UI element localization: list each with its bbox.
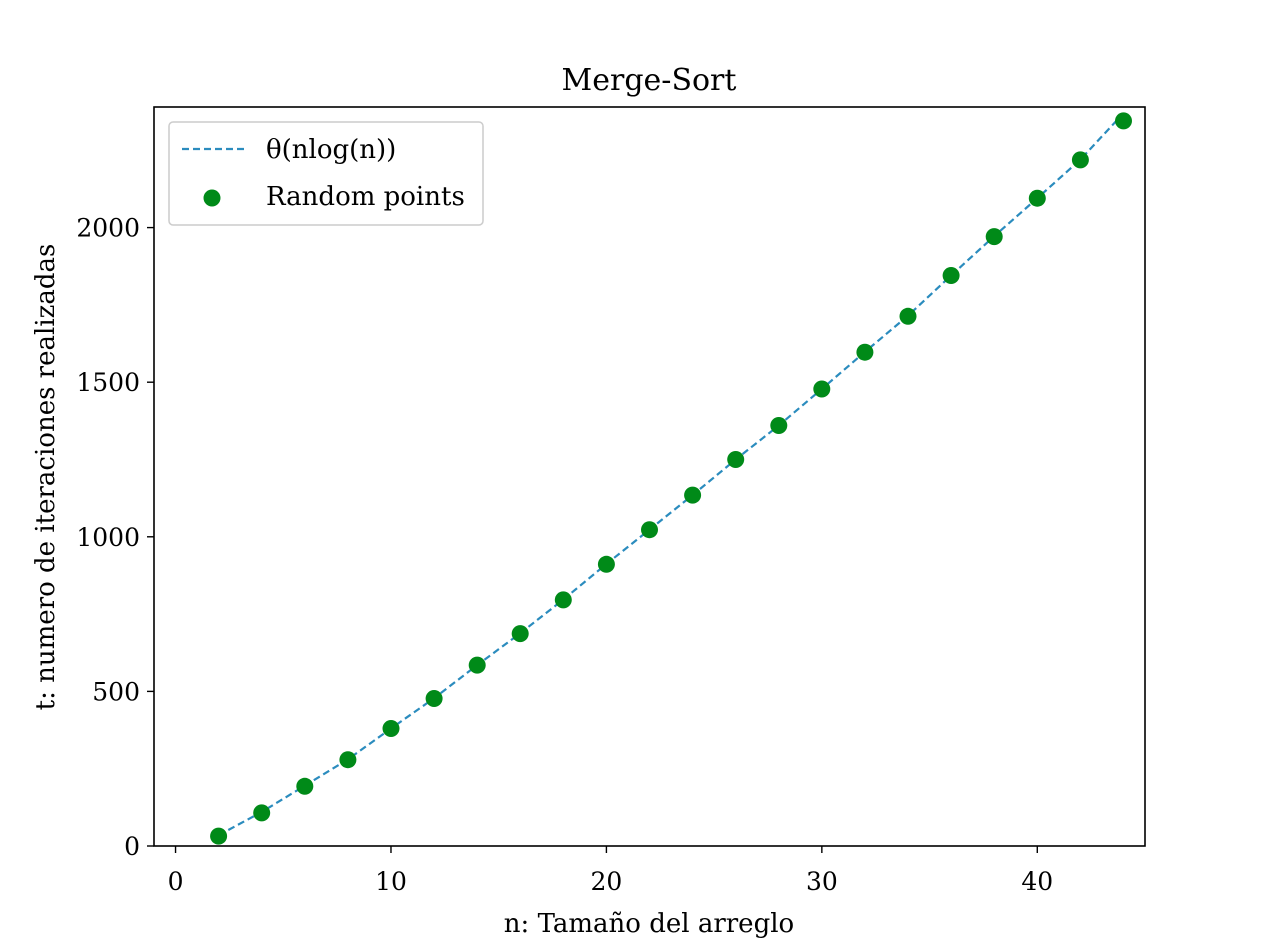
data-point (1071, 151, 1089, 169)
series-fit-line (218, 112, 1125, 837)
y-tick-label: 500 (92, 677, 140, 706)
x-tick-label: 10 (375, 867, 407, 896)
legend-point-swatch (203, 189, 221, 207)
data-point (597, 555, 615, 573)
data-point (425, 690, 443, 707)
axes: 0 10 20 30 40 0 500 1000 1500 2000 (76, 106, 1146, 896)
data-point (1028, 189, 1046, 207)
legend-label-fit-line: θ(nlog(n)) (266, 135, 396, 165)
data-point (856, 343, 874, 361)
x-tick-label: 30 (806, 867, 838, 896)
data-point (210, 827, 228, 845)
data-point (468, 656, 486, 674)
data-point (296, 777, 314, 795)
legend: θ(nlog(n)) Random points (168, 121, 484, 226)
data-point (382, 720, 400, 737)
legend-label-random-points: Random points (266, 182, 465, 212)
x-tick-label: 0 (168, 867, 184, 896)
data-point (1115, 112, 1132, 130)
y-tick-label: 0 (124, 832, 140, 861)
x-tick-label: 40 (1021, 867, 1053, 896)
data-point (727, 451, 745, 468)
plot-area (210, 112, 1132, 845)
axes-frame (153, 106, 1146, 847)
data-point (253, 804, 271, 822)
x-axis-label: n: Tamaño del arreglo (504, 909, 794, 939)
data-point (942, 267, 960, 284)
data-point (684, 486, 702, 504)
y-tick-label: 2000 (76, 214, 140, 243)
y-axis-label: t: numero de iteraciones realizadas (31, 244, 61, 711)
y-tick-label: 1500 (76, 368, 140, 397)
data-point (899, 307, 917, 325)
data-point (339, 751, 357, 769)
data-point (641, 521, 658, 539)
chart-title: Merge-Sort (562, 63, 737, 98)
data-point (985, 228, 1003, 246)
data-point (770, 417, 788, 434)
x-tick-label: 20 (591, 867, 623, 896)
data-point (554, 591, 572, 609)
data-point (813, 380, 831, 398)
y-tick-label: 1000 (76, 523, 140, 552)
legend-box (168, 121, 484, 226)
data-point (511, 625, 529, 643)
